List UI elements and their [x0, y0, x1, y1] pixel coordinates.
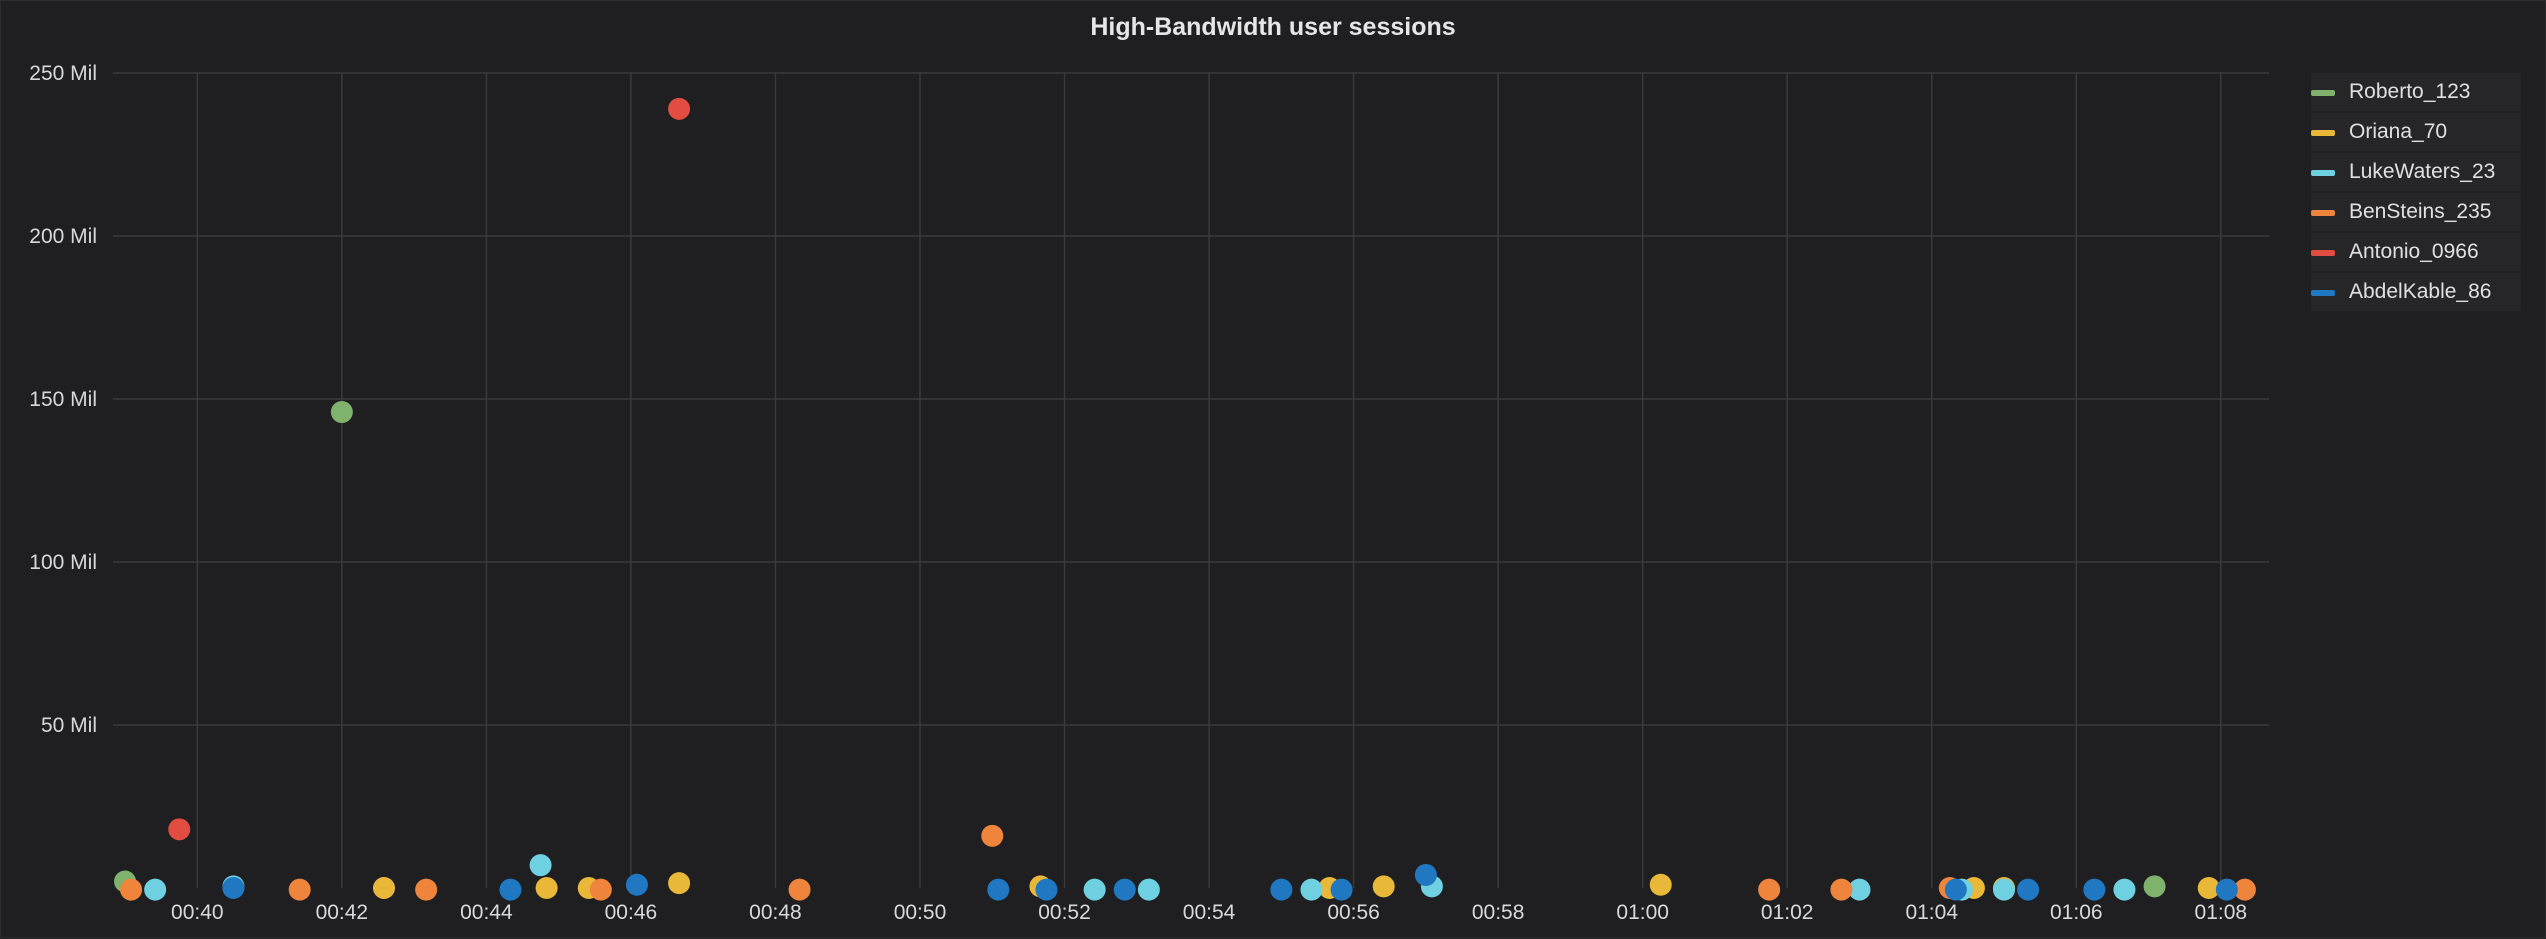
- data-point-lukewaters_23: [1993, 878, 2016, 901]
- legend-label[interactable]: LukeWaters_23: [2349, 160, 2496, 183]
- legend-label[interactable]: Roberto_123: [2349, 80, 2471, 103]
- legend-label[interactable]: Oriana_70: [2349, 120, 2448, 143]
- data-point-bensteins_235: [415, 878, 438, 901]
- x-tick-label: 01:04: [1905, 901, 1958, 924]
- data-point-bensteins_235: [589, 878, 612, 901]
- data-point-abdelkable_86: [1414, 863, 1437, 886]
- data-point-oriana_70: [535, 877, 558, 899]
- legend-item-oriana_70[interactable]: Oriana_70: [2311, 113, 2521, 151]
- data-point-abdelkable_86: [499, 878, 522, 901]
- x-tick-label: 00:52: [1038, 901, 1091, 924]
- legend-swatch: [2311, 130, 2335, 136]
- data-point-lukewaters_23: [144, 878, 167, 901]
- legend-label[interactable]: Antonio_0966: [2349, 240, 2479, 263]
- legend-item-abdelkable_86[interactable]: AbdelKable_86: [2311, 273, 2521, 311]
- data-point-lukewaters_23: [1300, 878, 1323, 901]
- legend-swatch: [2311, 290, 2335, 296]
- data-point-oriana_70: [373, 877, 396, 899]
- data-point-roberto_123: [330, 401, 353, 424]
- data-point-abdelkable_86: [1944, 878, 1967, 901]
- data-point-lukewaters_23: [529, 854, 552, 877]
- data-point-lukewaters_23: [2113, 878, 2136, 901]
- data-point-abdelkable_86: [625, 873, 648, 896]
- data-point-oriana_70: [668, 872, 691, 895]
- data-point-abdelkable_86: [2083, 878, 2106, 901]
- legend-item-antonio_0966[interactable]: Antonio_0966: [2311, 233, 2521, 271]
- data-point-roberto_123: [2143, 875, 2166, 898]
- legend-swatch: [2311, 210, 2335, 216]
- legend-swatch: [2311, 170, 2335, 176]
- data-point-oriana_70: [1649, 873, 1672, 896]
- x-tick-label: 00:48: [749, 901, 802, 924]
- legend-label[interactable]: AbdelKable_86: [2349, 280, 2492, 303]
- x-tick-label: 00:40: [171, 901, 224, 924]
- data-point-antonio_0966: [668, 97, 691, 120]
- data-point-bensteins_235: [981, 824, 1004, 847]
- data-point-abdelkable_86: [2215, 878, 2238, 901]
- x-tick-label: 00:44: [460, 901, 513, 924]
- data-point-bensteins_235: [788, 878, 811, 901]
- y-tick-label: 100 Mil: [29, 551, 97, 574]
- data-point-abdelkable_86: [987, 878, 1010, 901]
- y-tick-label: 50 Mil: [41, 714, 97, 737]
- x-tick-label: 01:08: [2195, 901, 2248, 924]
- legend-item-lukewaters_23[interactable]: LukeWaters_23: [2311, 153, 2521, 191]
- x-tick-label: 00:54: [1183, 901, 1236, 924]
- data-point-abdelkable_86: [1330, 878, 1353, 901]
- x-tick-label: 01:02: [1761, 901, 1814, 924]
- data-point-lukewaters_23: [1137, 878, 1160, 901]
- x-tick-label: 00:50: [894, 901, 947, 924]
- y-tick-label: 200 Mil: [29, 225, 97, 248]
- legend-swatch: [2311, 250, 2335, 256]
- data-point-abdelkable_86: [222, 877, 245, 899]
- data-point-bensteins_235: [288, 878, 311, 901]
- legend-label[interactable]: BenSteins_235: [2349, 200, 2492, 223]
- x-tick-label: 00:58: [1472, 901, 1525, 924]
- x-tick-label: 01:00: [1616, 901, 1669, 924]
- x-tick-label: 00:46: [605, 901, 658, 924]
- x-tick-label: 00:56: [1327, 901, 1380, 924]
- data-point-abdelkable_86: [2017, 878, 2040, 901]
- legend-item-roberto_123[interactable]: Roberto_123: [2311, 73, 2521, 111]
- legend-swatch: [2311, 90, 2335, 96]
- data-point-bensteins_235: [1830, 878, 1853, 901]
- data-point-oriana_70: [1372, 875, 1395, 898]
- data-point-abdelkable_86: [1113, 878, 1136, 901]
- data-point-abdelkable_86: [1270, 878, 1293, 901]
- data-point-antonio_0966: [168, 818, 191, 841]
- legend-item-bensteins_235[interactable]: BenSteins_235: [2311, 193, 2521, 231]
- data-point-oriana_70: [2197, 877, 2220, 899]
- y-tick-label: 250 Mil: [29, 62, 97, 85]
- data-point-bensteins_235: [120, 878, 143, 901]
- data-point-abdelkable_86: [1035, 878, 1058, 901]
- data-point-bensteins_235: [2233, 878, 2256, 901]
- data-point-lukewaters_23: [1083, 878, 1106, 901]
- panel-title[interactable]: High-Bandwidth user sessions: [1090, 13, 1456, 41]
- x-tick-label: 01:06: [2050, 901, 2103, 924]
- legend: Roberto_123 Oriana_70 LukeWaters_23 BenStei…: [2311, 73, 2521, 313]
- data-point-bensteins_235: [1758, 878, 1781, 901]
- data-point-lukewaters_23: [1848, 878, 1871, 901]
- x-tick-label: 00:42: [316, 901, 369, 924]
- y-tick-label: 150 Mil: [29, 388, 97, 411]
